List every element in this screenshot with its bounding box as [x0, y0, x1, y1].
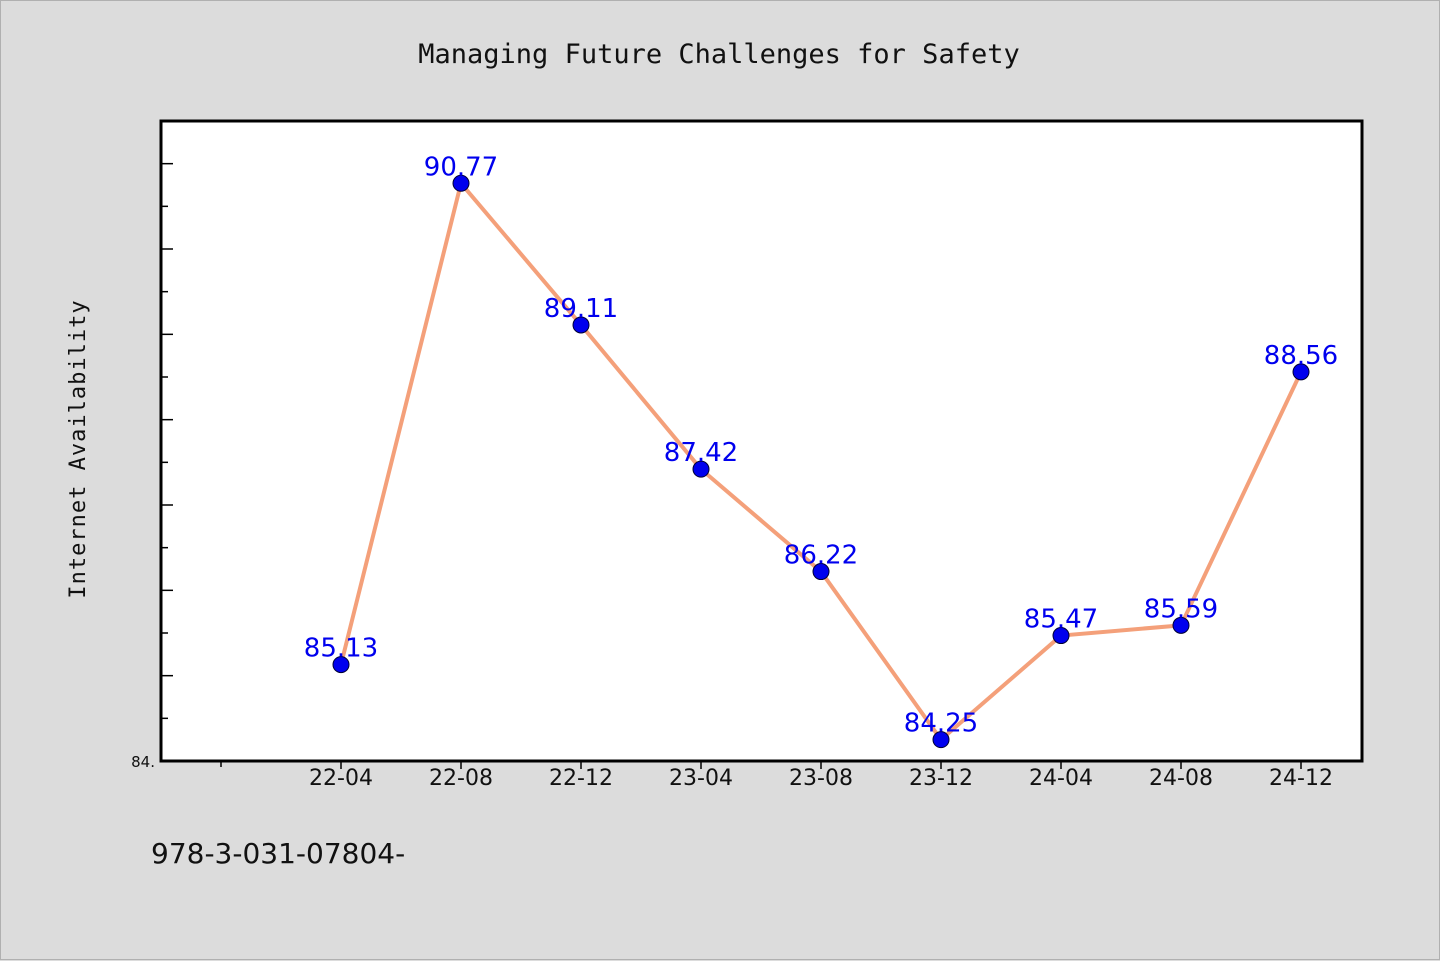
x-axis-ticks: 22-04 22-08 22-12 23-04 23-08 23-12 24-04 24-08…: [220, 761, 1333, 791]
x-tick-label: 23-08: [789, 766, 853, 791]
data-label: 86.22: [784, 541, 858, 571]
footer-text: 978-3-031-07804-: [151, 837, 405, 870]
data-label: 85.13: [304, 634, 378, 664]
data-label: 84.25: [904, 709, 978, 739]
data-point: [332, 656, 350, 674]
data-point: [932, 731, 950, 749]
y-axis-label: Internet Availability: [66, 299, 91, 598]
data-label: 88.56: [1264, 341, 1338, 371]
data-point: [1052, 627, 1070, 645]
plot-area: [159, 119, 1364, 763]
chart-title: Managing Future Challenges for Safety: [418, 39, 1019, 70]
x-tick-label: 22-04: [309, 766, 373, 791]
data-markers: [332, 174, 1310, 749]
y-axis-ticks: [161, 120, 173, 762]
data-label: 85.59: [1144, 594, 1218, 624]
x-tick-label: 24-04: [1029, 766, 1093, 791]
x-tick-label: 24-08: [1149, 766, 1213, 791]
data-point: [692, 460, 710, 478]
data-label: 89.11: [544, 294, 618, 324]
data-point: [812, 563, 830, 581]
x-tick-label: 22-12: [549, 766, 613, 791]
y-tick-label: 84.: [131, 753, 155, 771]
data-point: [572, 316, 590, 334]
data-label: 90.77: [424, 152, 498, 182]
data-point: [452, 174, 470, 192]
x-tick-label: 23-12: [909, 766, 973, 791]
data-point: [1172, 616, 1190, 634]
x-tick-label: 23-04: [669, 766, 733, 791]
data-label: 87.42: [664, 438, 738, 468]
data-label: 85.47: [1024, 605, 1098, 635]
data-labels: 85.13 90.77 89.11 87.42 86.22 84.25 85.47 85.59…: [304, 152, 1338, 738]
x-tick-label: 24-12: [1269, 766, 1333, 791]
data-point: [1292, 363, 1310, 381]
x-tick-label: 22-08: [429, 766, 493, 791]
